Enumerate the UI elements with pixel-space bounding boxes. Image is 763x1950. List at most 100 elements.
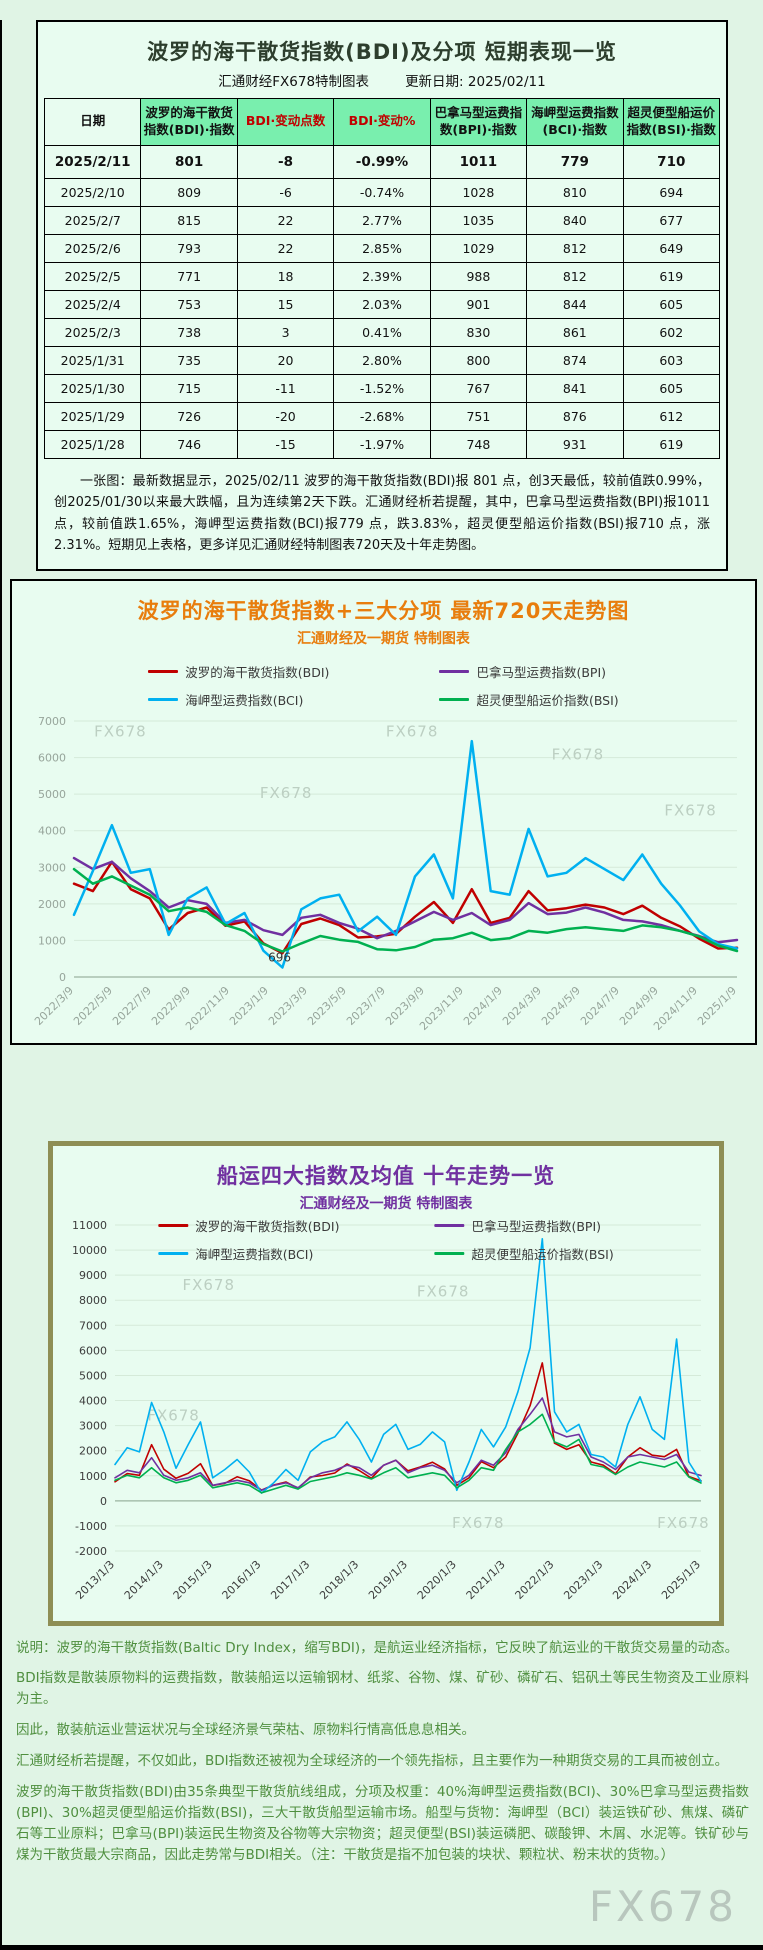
svg-text:2015/1/3: 2015/1/3 bbox=[171, 1557, 215, 1601]
legend-label: 巴拿马型运费指数(BPI) bbox=[476, 664, 607, 680]
legend-label: 波罗的海干散货指数(BDI) bbox=[185, 664, 330, 680]
legend-item: 海岬型运费指数(BCI) bbox=[158, 1244, 339, 1263]
table-cell: 800 bbox=[429, 345, 528, 375]
chart-2-plot: -2000 -1000 0 1000 2000 3000 4000 5000 6000 7000 8… bbox=[53, 1215, 719, 1615]
svg-text:2017/1/3: 2017/1/3 bbox=[268, 1557, 312, 1601]
bdi-data-table: 日期 波罗的海干散货指数(BDI)·指数 BDI·变动点数 BDI·变动% 巴拿马型运费… bbox=[43, 98, 721, 459]
legend-item: 巴拿马型运费指数(BPI) bbox=[434, 1216, 613, 1235]
table-cell: 603 bbox=[622, 345, 721, 375]
table-cell: 2025/1/30 bbox=[43, 373, 142, 403]
svg-text:7000: 7000 bbox=[38, 715, 66, 728]
chart-10y-subtitle: 汇通财经及一期货 特制图表 bbox=[299, 1195, 473, 1212]
table-cell: 809 bbox=[140, 177, 238, 207]
table-cell: -20 bbox=[236, 401, 335, 431]
table-title: 波罗的海干散货指数(BDI)及分项 短期表现一览 bbox=[147, 40, 617, 64]
svg-text:6000: 6000 bbox=[38, 751, 66, 764]
table-cell: 677 bbox=[622, 205, 721, 235]
svg-text:7000: 7000 bbox=[79, 1319, 107, 1332]
table-update-date: 更新日期: 2025/02/11 bbox=[405, 74, 546, 90]
column-header: 波罗的海干散货指数(BDI)·指数 bbox=[140, 98, 238, 146]
table-row: 2025/2/4 753 15 2.03% 901 844 605 bbox=[43, 289, 721, 319]
table-cell: 619 bbox=[622, 429, 721, 459]
svg-text:3000: 3000 bbox=[38, 861, 66, 874]
table-cell: -1.52% bbox=[333, 373, 431, 403]
table-cell: -1.97% bbox=[333, 429, 431, 459]
chart-10y-title: 船运四大指数及均值 十年走势一览 bbox=[216, 1163, 556, 1188]
legend-label: 超灵便型船运价指数(BSI) bbox=[471, 1246, 614, 1262]
svg-text:2023/5/9: 2023/5/9 bbox=[305, 983, 349, 1027]
table-cell: 649 bbox=[622, 233, 721, 263]
table-cell: -6 bbox=[236, 177, 335, 207]
legend-label: 巴拿马型运费指数(BPI) bbox=[471, 1218, 602, 1234]
legend-item: 海岬型运费指数(BCI) bbox=[148, 690, 329, 709]
column-header: 海岬型运费指数(BCI)·指数 bbox=[526, 98, 624, 146]
page: { "page": { "watermark": "FX678" }, "tab… bbox=[0, 20, 763, 1950]
bdi-table-section: 波罗的海干散货指数(BDI)及分项 短期表现一览 汇通财经FX678特制图表 更… bbox=[36, 20, 728, 571]
svg-text:4000: 4000 bbox=[79, 1394, 107, 1407]
svg-text:3000: 3000 bbox=[79, 1419, 107, 1432]
svg-text:696: 696 bbox=[268, 950, 291, 964]
footer-note-line: BDI指数是散装原物料的运费指数，散装船运以运输钢材、纸浆、谷物、煤、矿砂、磷矿… bbox=[16, 1670, 749, 1708]
chart-10y-section: 船运四大指数及均值 十年走势一览 汇通财经及一期货 特制图表 波罗的海干散货指数… bbox=[48, 1140, 724, 1626]
svg-text:2024/1/9: 2024/1/9 bbox=[461, 983, 505, 1027]
table-cell: 861 bbox=[526, 317, 624, 347]
table-row: 2025/1/31 735 20 2.80% 800 874 603 bbox=[43, 345, 721, 375]
table-cell: 2.80% bbox=[333, 345, 431, 375]
svg-text:2025/1/3: 2025/1/3 bbox=[659, 1557, 703, 1601]
svg-text:FX678: FX678 bbox=[94, 722, 147, 740]
column-header: 日期 bbox=[43, 98, 142, 146]
svg-text:FX678: FX678 bbox=[452, 1514, 505, 1532]
table-cell: 710 bbox=[622, 144, 721, 179]
line-chart-canvas: 010002000300040005000600070002022/3/9202… bbox=[32, 715, 739, 1033]
column-header: 巴拿马型运费指数(BPI)·指数 bbox=[429, 98, 528, 146]
table-row: 2025/2/5 771 18 2.39% 988 812 619 bbox=[43, 261, 721, 291]
table-cell: 605 bbox=[622, 289, 721, 319]
svg-text:FX678: FX678 bbox=[386, 722, 439, 740]
legend-item: 超灵便型船运价指数(BSI) bbox=[434, 1244, 614, 1263]
svg-text:6000: 6000 bbox=[79, 1344, 107, 1357]
svg-text:FX678: FX678 bbox=[147, 1406, 200, 1424]
table-cell: -2.68% bbox=[333, 401, 431, 431]
table-cell: 901 bbox=[429, 289, 528, 319]
legend-item: 波罗的海干散货指数(BDI) bbox=[158, 1216, 339, 1235]
table-cell: 746 bbox=[140, 429, 238, 459]
table-cell: 748 bbox=[429, 429, 528, 459]
legend-line-swatch bbox=[148, 669, 179, 673]
table-cell: 602 bbox=[622, 317, 721, 347]
table-cell: 793 bbox=[140, 233, 238, 263]
table-cell: -15 bbox=[236, 429, 335, 459]
table-cell: 801 bbox=[140, 144, 238, 179]
column-header: BDI·变动% bbox=[333, 98, 431, 146]
legend-line-swatch bbox=[439, 669, 470, 673]
bdi-table-body: 2025/2/11 801 -8 -0.99% 1011 779 710 2025/2/10 8… bbox=[43, 144, 721, 459]
table-row: 2025/1/30 715 -11 -1.52% 767 841 605 bbox=[43, 373, 721, 403]
table-row: 2025/1/28 746 -15 -1.97% 748 931 619 bbox=[43, 429, 721, 459]
svg-text:2022/7/9: 2022/7/9 bbox=[110, 983, 154, 1027]
table-cell: 2025/2/11 bbox=[43, 144, 142, 179]
table-source: 汇通财经FX678特制图表 bbox=[218, 74, 370, 90]
table-cell: 3 bbox=[236, 317, 335, 347]
table-cell: 830 bbox=[429, 317, 528, 347]
table-cell: 771 bbox=[140, 261, 238, 291]
footer-notes: 说明：波罗的海干散货指数(Baltic Dry Index，缩写BDI)，是航运… bbox=[2, 1626, 763, 1866]
svg-text:-1000: -1000 bbox=[75, 1519, 107, 1532]
table-cell: 18 bbox=[236, 261, 335, 291]
table-cell: 876 bbox=[526, 401, 624, 431]
footer-note-line: 波罗的海干散货指数(BDI)由35条典型干散货航线组成，分项及权重：40%海岬型… bbox=[16, 1784, 749, 1863]
table-cell: 2.85% bbox=[333, 233, 431, 263]
table-cell: 2025/2/10 bbox=[43, 177, 142, 207]
table-cell: 815 bbox=[140, 205, 238, 235]
svg-text:2000: 2000 bbox=[79, 1444, 107, 1457]
table-cell: 841 bbox=[526, 373, 624, 403]
svg-text:2024/1/3: 2024/1/3 bbox=[610, 1557, 654, 1601]
table-cell: 694 bbox=[622, 177, 721, 207]
table-cell: 753 bbox=[140, 289, 238, 319]
svg-text:4000: 4000 bbox=[38, 824, 66, 837]
table-subtitle: 汇通财经FX678特制图表 更新日期: 2025/02/11 bbox=[44, 70, 720, 90]
table-cell: 2.39% bbox=[333, 261, 431, 291]
chart-1-plot: 0 1000 2000 3000 4000 5000 6000 7000 2022/3/9 202… bbox=[12, 711, 755, 1041]
legend-line-swatch bbox=[148, 697, 179, 701]
table-cell: 779 bbox=[526, 144, 624, 179]
legend-line-swatch bbox=[158, 1223, 189, 1227]
table-cell: 2025/2/7 bbox=[43, 205, 142, 235]
